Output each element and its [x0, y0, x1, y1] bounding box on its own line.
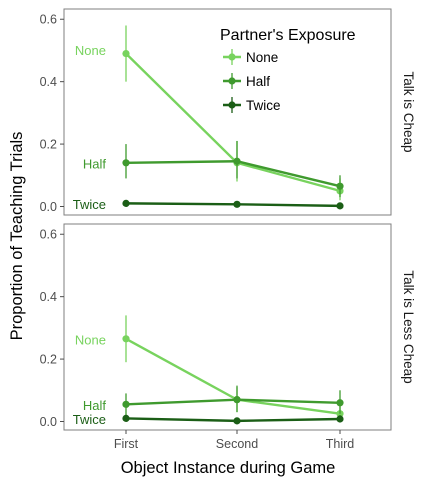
x-axis-label: Object Instance during Game — [121, 459, 336, 477]
x-tick-label: Third — [326, 437, 355, 451]
data-point — [336, 415, 344, 423]
data-point — [336, 202, 344, 210]
series-half: Half — [83, 140, 344, 198]
panel-2: 0.0 0.2 0.4 0.6 Talk is Less Cheap None HalfTw… — [40, 223, 416, 431]
data-point — [122, 335, 130, 343]
y-tick-label: 0.4 — [40, 290, 57, 304]
legend-entry-label: None — [246, 50, 278, 65]
legend-key-point — [228, 77, 236, 85]
y-tick-label: 0.0 — [40, 415, 57, 429]
panel-border — [63, 223, 392, 431]
data-point — [122, 49, 130, 58]
y-tick-label: 0.6 — [40, 228, 57, 242]
series-label: Twice — [73, 197, 106, 212]
data-point — [233, 157, 241, 165]
series-label: Twice — [73, 412, 106, 427]
series-label: Half — [83, 398, 107, 413]
legend-entry-half: Half — [223, 73, 270, 89]
legend-entry-twice: Twice — [223, 97, 281, 113]
series-line — [125, 398, 341, 406]
data-point — [233, 396, 241, 404]
data-point — [122, 414, 130, 422]
series-label: None — [75, 43, 106, 58]
series-half: Half — [83, 385, 344, 416]
x-tick-label: Second — [216, 437, 258, 451]
series-label: None — [75, 332, 106, 347]
series-line — [125, 52, 341, 193]
x-tick-label: First — [114, 437, 139, 451]
data-point — [122, 199, 130, 207]
facet-label: Talk is Cheap — [401, 71, 416, 152]
y-tick-label: 0.6 — [40, 13, 57, 27]
series-none: None — [75, 25, 344, 201]
legend-key-point — [228, 101, 236, 109]
legend-title: Partner's Exposure — [220, 27, 356, 44]
series-line — [125, 417, 341, 423]
panel-border — [63, 8, 392, 216]
legend-key-point — [228, 53, 236, 61]
data-point — [233, 417, 241, 425]
legend-entry-none: None — [223, 49, 278, 65]
legend-entry-label: Twice — [246, 98, 281, 113]
y-tick-label: 0.0 — [40, 200, 57, 214]
data-point — [233, 200, 241, 208]
series-none: None — [75, 315, 344, 422]
y-tick-label: 0.4 — [40, 75, 57, 89]
data-point — [336, 182, 344, 190]
y-tick-label: 0.2 — [40, 353, 57, 367]
series-twice: Twice — [73, 412, 344, 427]
data-point — [122, 400, 130, 408]
data-point — [336, 399, 344, 407]
series-label: Half — [83, 156, 107, 171]
data-point — [122, 159, 130, 167]
y-axis-label: Proportion of Teaching Trials — [8, 132, 26, 341]
legend-entry-label: Half — [246, 74, 270, 89]
series-twice: Twice — [73, 197, 344, 212]
facet-label: Talk is Less Cheap — [401, 270, 416, 383]
panel-1: 0.0 0.2 0.4 0.6 Talk is Cheap None Half Twice — [40, 8, 416, 216]
y-tick-label: 0.2 — [40, 138, 57, 152]
legend: Partner's Exposure None Half Twice — [220, 27, 356, 113]
series-line — [125, 202, 341, 208]
